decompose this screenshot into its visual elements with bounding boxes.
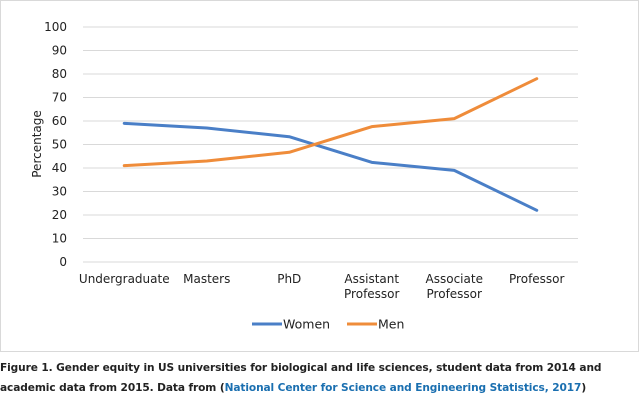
figure-frame: 0 10 20 30 40 50 60 70 80 90 100 Undergraduate Mast… xyxy=(0,0,639,352)
x-tick-label-line: Associate xyxy=(426,272,483,286)
y-tick-label: 40 xyxy=(52,161,67,175)
figure-caption: Figure 1. Gender equity in US universiti… xyxy=(0,358,638,398)
y-axis-ticks: 0 10 20 30 40 50 60 70 80 90 100 xyxy=(44,20,67,269)
caption-text: Figure 1. Gender equity in US universiti… xyxy=(0,362,602,394)
x-tick-label-line: Professor xyxy=(509,272,564,286)
y-tick-label: 90 xyxy=(52,44,67,58)
x-tick-label: Professor xyxy=(509,272,564,286)
series-line-women xyxy=(122,121,539,212)
x-tick-label-line: Assistant xyxy=(344,272,399,286)
y-tick-label: 0 xyxy=(59,255,67,269)
y-tick-label: 30 xyxy=(52,185,67,199)
y-tick-label: 20 xyxy=(52,208,67,222)
x-tick-label: Assistant Professor xyxy=(344,272,399,301)
legend-label-women: Women xyxy=(283,317,330,332)
x-tick-label-line: Undergraduate xyxy=(79,272,170,286)
x-tick-label-line: Masters xyxy=(183,272,230,286)
caption-closing: ) xyxy=(581,382,587,394)
x-tick-label: PhD xyxy=(277,272,301,286)
y-tick-label: 80 xyxy=(52,67,67,81)
series-lines xyxy=(122,77,539,212)
grid-lines xyxy=(83,26,578,263)
y-tick-label: 50 xyxy=(52,138,67,152)
x-tick-label: Undergraduate xyxy=(79,272,170,286)
y-axis-label: Percentage xyxy=(30,110,44,178)
legend: Women Men xyxy=(252,317,404,332)
x-tick-label-line: Professor xyxy=(427,287,482,301)
x-tick-label-line: PhD xyxy=(277,272,301,286)
x-tick-label: Masters xyxy=(183,272,230,286)
y-tick-label: 70 xyxy=(52,91,67,105)
series-line-men xyxy=(122,77,539,168)
x-tick-label-line: Professor xyxy=(344,287,399,301)
caption-citation-link[interactable]: National Center for Science and Engineer… xyxy=(224,382,582,394)
y-tick-label: 60 xyxy=(52,114,67,128)
y-tick-label: 10 xyxy=(52,232,67,246)
line-chart: 0 10 20 30 40 50 60 70 80 90 100 Undergraduate Mast… xyxy=(30,20,578,332)
x-axis-ticks: Undergraduate Masters PhD Assistant Professo… xyxy=(79,272,565,301)
y-tick-label: 100 xyxy=(44,20,67,34)
x-tick-label: Associate Professor xyxy=(426,272,483,301)
legend-label-men: Men xyxy=(378,317,404,332)
